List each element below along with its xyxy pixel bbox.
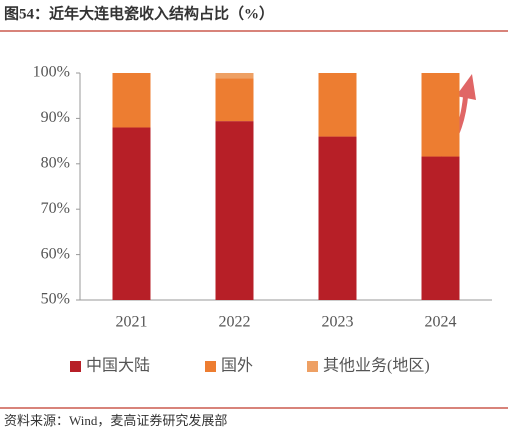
y-tick-label: 70% bbox=[41, 200, 70, 217]
y-tick-label: 60% bbox=[41, 245, 70, 262]
legend-swatch bbox=[307, 361, 318, 372]
trend-arrow-head bbox=[456, 74, 476, 100]
y-tick-label: 90% bbox=[41, 109, 70, 126]
legend-swatch bbox=[70, 361, 81, 372]
bar-segment bbox=[318, 73, 357, 137]
bar-segment bbox=[421, 73, 460, 157]
bar-segment bbox=[215, 78, 254, 122]
source: 资料来源：Wind，麦高证券研究发展部 bbox=[4, 413, 227, 428]
x-tick-label: 2021 bbox=[116, 314, 148, 331]
bar-segment bbox=[215, 121, 254, 301]
bar-segment bbox=[215, 73, 254, 79]
bar-segment bbox=[112, 127, 151, 300]
y-tick-label: 100% bbox=[33, 64, 70, 81]
legend-label: 中国大陆 bbox=[86, 357, 150, 375]
x-tick-label: 2022 bbox=[219, 314, 251, 331]
legend-label: 其他业务(地区) bbox=[323, 357, 430, 375]
legend-swatch bbox=[205, 361, 216, 372]
chart-title: 图54：近年大连电瓷收入结构占比（%） bbox=[4, 4, 274, 22]
y-tick-label: 80% bbox=[41, 154, 70, 171]
bar-segment bbox=[318, 136, 357, 300]
legend-label: 国外 bbox=[221, 357, 253, 375]
bar-segment bbox=[112, 73, 151, 128]
x-tick-label: 2023 bbox=[322, 314, 354, 331]
bar-segment bbox=[421, 156, 460, 300]
x-tick-label: 2024 bbox=[425, 314, 457, 331]
y-tick-label: 50% bbox=[41, 291, 70, 308]
